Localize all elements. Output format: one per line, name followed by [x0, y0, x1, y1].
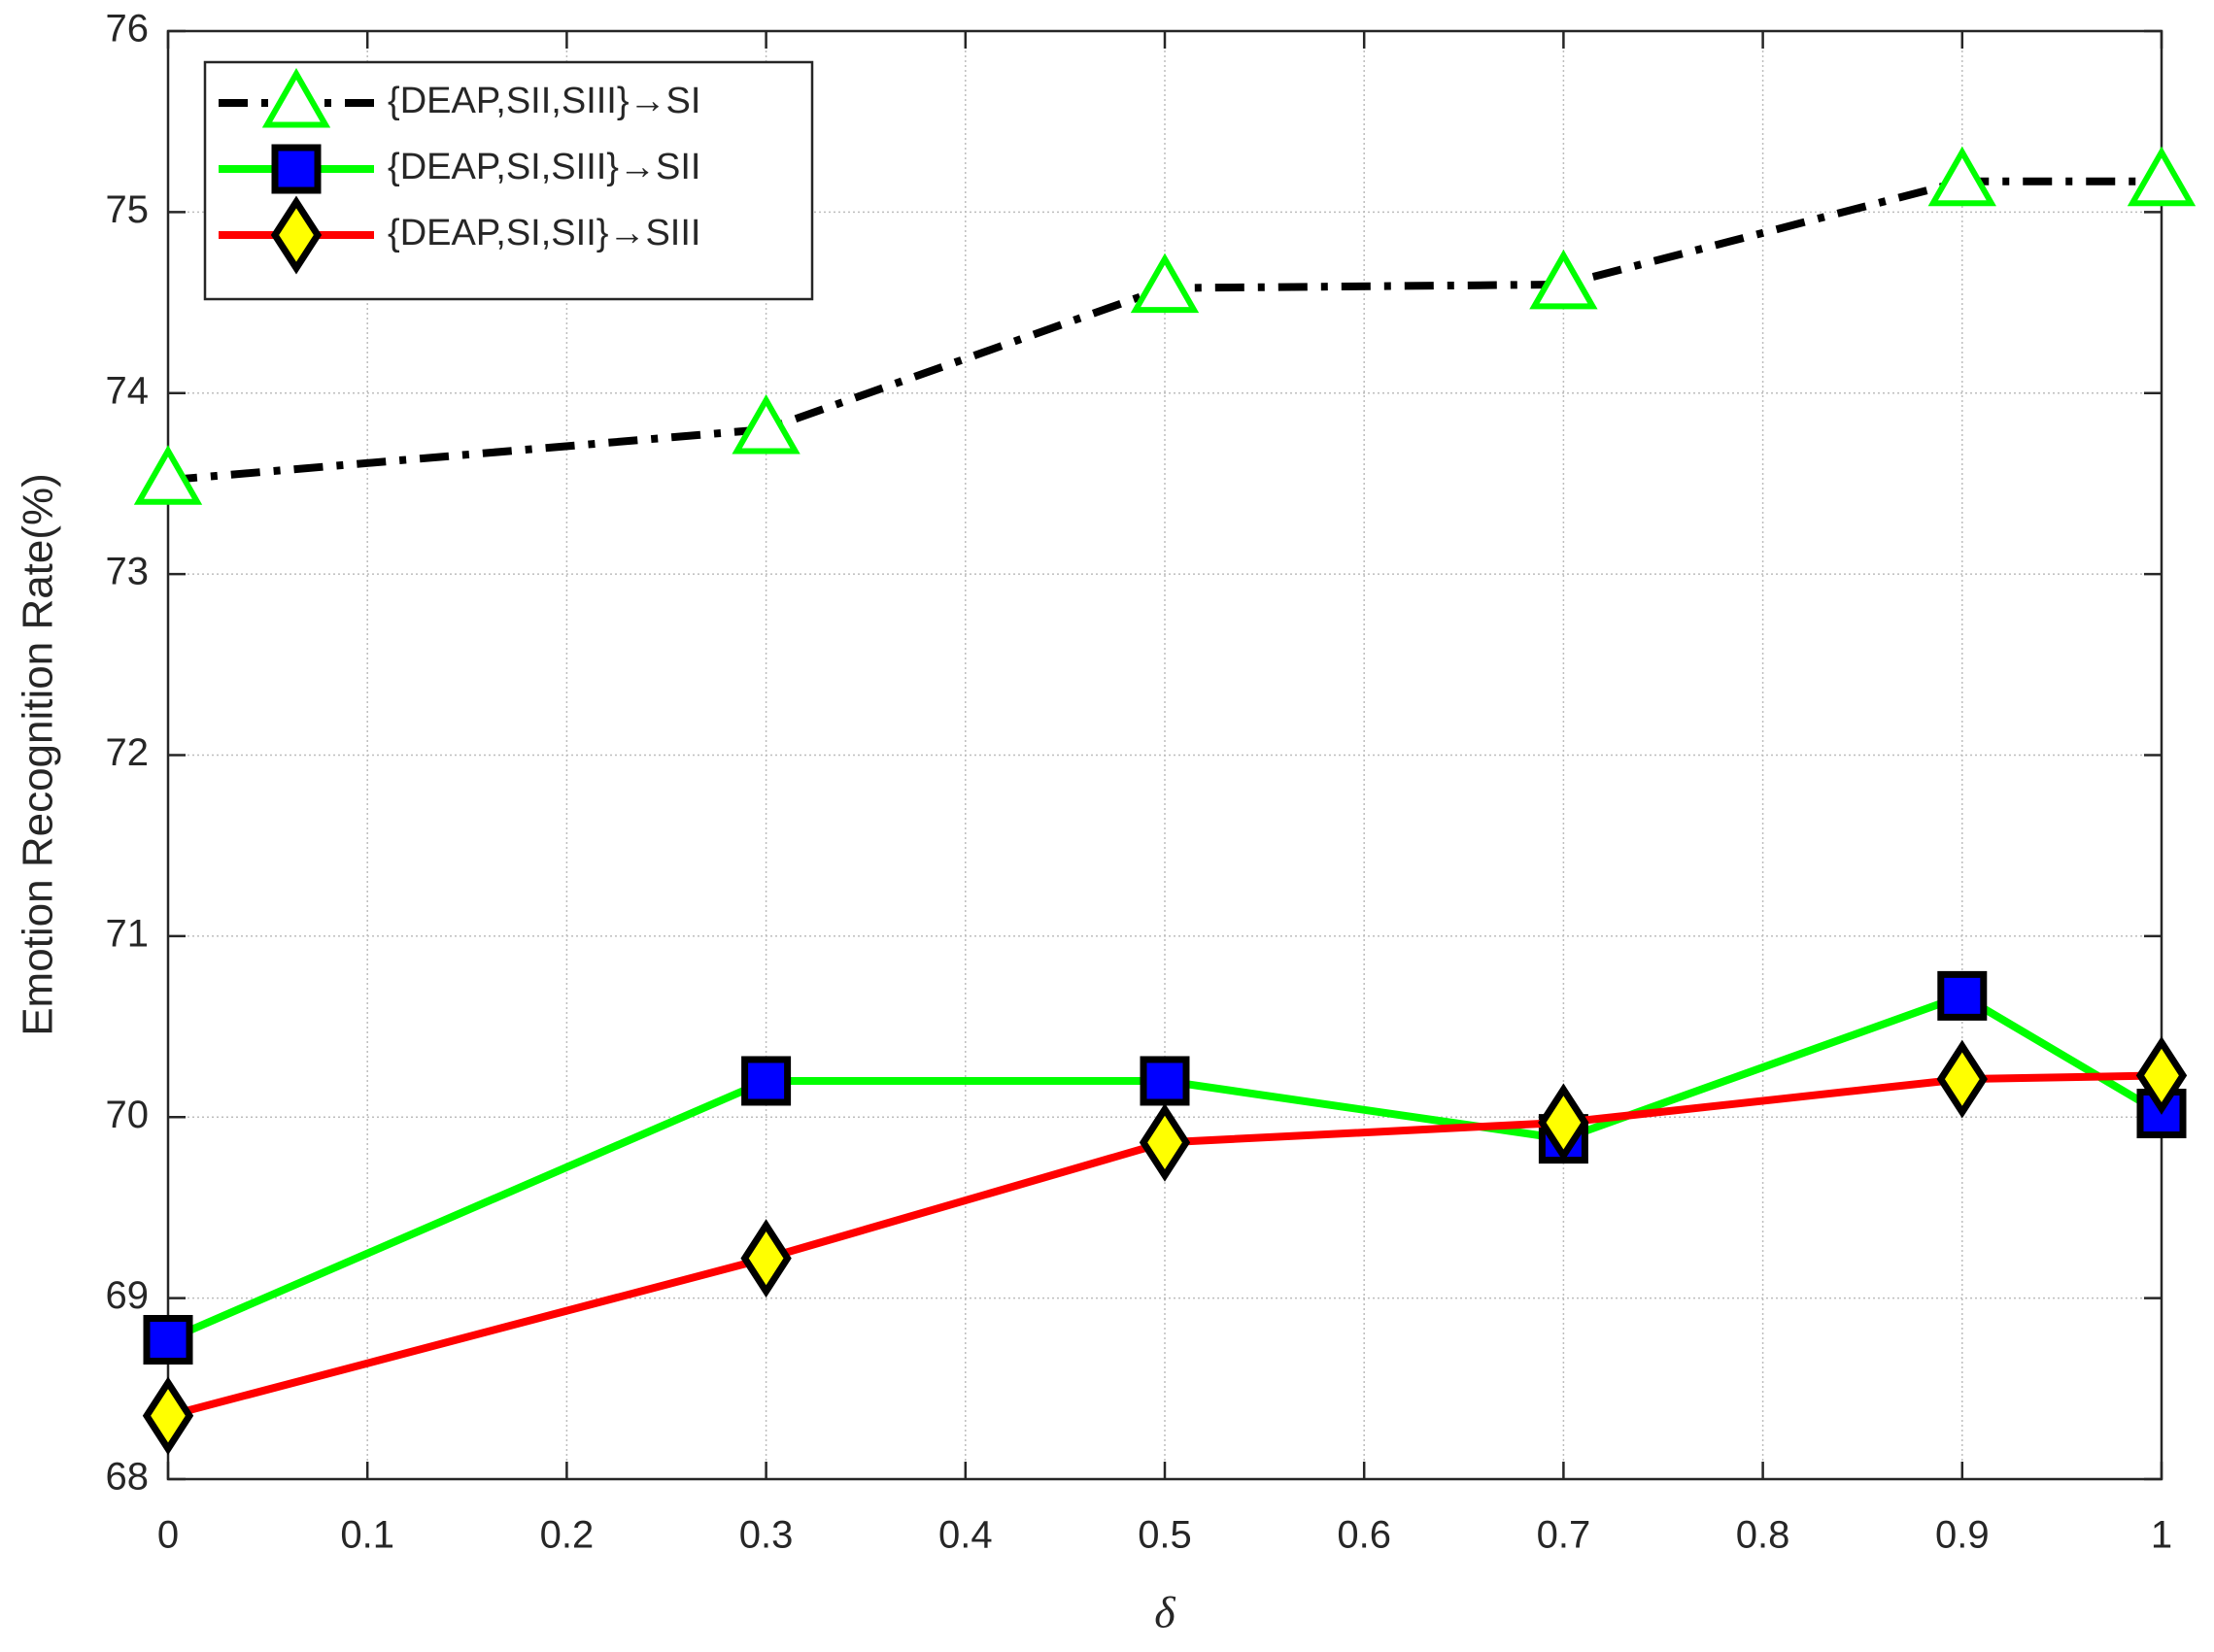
marker: [1937, 970, 1988, 1021]
x-tick-label: 0.2: [540, 1514, 595, 1557]
marker: [133, 445, 203, 505]
marker: [1936, 1039, 1988, 1119]
x-tick-label: 0.3: [739, 1514, 794, 1557]
marker: [271, 144, 322, 194]
marker: [1130, 253, 1200, 314]
y-tick-label: 70: [106, 1094, 150, 1136]
series: [133, 146, 2197, 1456]
legend-label: {DEAP,SI,SII}→SIII: [388, 213, 700, 253]
marker: [1538, 1083, 1589, 1163]
marker: [1139, 1102, 1191, 1182]
x-tick-label: 0.4: [938, 1514, 993, 1557]
y-tick-label: 74: [106, 369, 150, 412]
series-line: [167, 177, 2162, 485]
y-tick-label: 69: [106, 1274, 150, 1317]
marker: [261, 67, 331, 128]
marker: [732, 393, 800, 455]
legend-label: {DEAP,SI,SIII}→SII: [388, 147, 700, 187]
marker: [1140, 1056, 1190, 1106]
y-tick-label: 75: [106, 188, 150, 231]
marker: [1529, 249, 1598, 310]
x-tick-label: 0.6: [1337, 1514, 1391, 1557]
series-line: [166, 991, 2164, 1344]
marker: [2127, 146, 2197, 207]
ticks: 0 0.1 0.2 0.3 0.4 0.5 0.6 0.7 0.8 0.9 1 68 69 70 71 72 7…: [106, 8, 2173, 1557]
legend: {DEAP,SII,SIII}→SI {DEAP,SI,SIII}→SII {DEA…: [203, 60, 814, 301]
marker: [1927, 146, 1996, 207]
marker: [2135, 1035, 2188, 1115]
marker: [740, 1219, 792, 1298]
series-line: [166, 1071, 2163, 1420]
y-tick-label: 73: [106, 551, 150, 593]
x-tick-label: 0.8: [1736, 1514, 1790, 1557]
y-axis-label: Emotion Recognition Rate(%): [15, 473, 62, 1036]
marker: [741, 1056, 792, 1106]
y-tick-label: 68: [106, 1456, 150, 1499]
y-tick-label: 72: [106, 731, 150, 774]
x-tick-label: 0.7: [1537, 1514, 1591, 1557]
marker: [143, 1314, 193, 1365]
x-tick-label: 0: [157, 1514, 179, 1557]
y-tick-label: 76: [106, 8, 150, 51]
x-tick-label: 1: [2151, 1514, 2172, 1557]
y-tick-label: 71: [106, 912, 150, 955]
marker: [270, 195, 323, 275]
marker: [142, 1376, 194, 1456]
x-tick-label: 0.1: [340, 1514, 394, 1557]
x-axis-label: δ: [1154, 1588, 1175, 1637]
x-tick-label: 0.9: [1935, 1514, 1990, 1557]
legend-label: {DEAP,SII,SIII}→SI: [388, 81, 700, 121]
x-tick-label: 0.5: [1138, 1514, 1192, 1557]
